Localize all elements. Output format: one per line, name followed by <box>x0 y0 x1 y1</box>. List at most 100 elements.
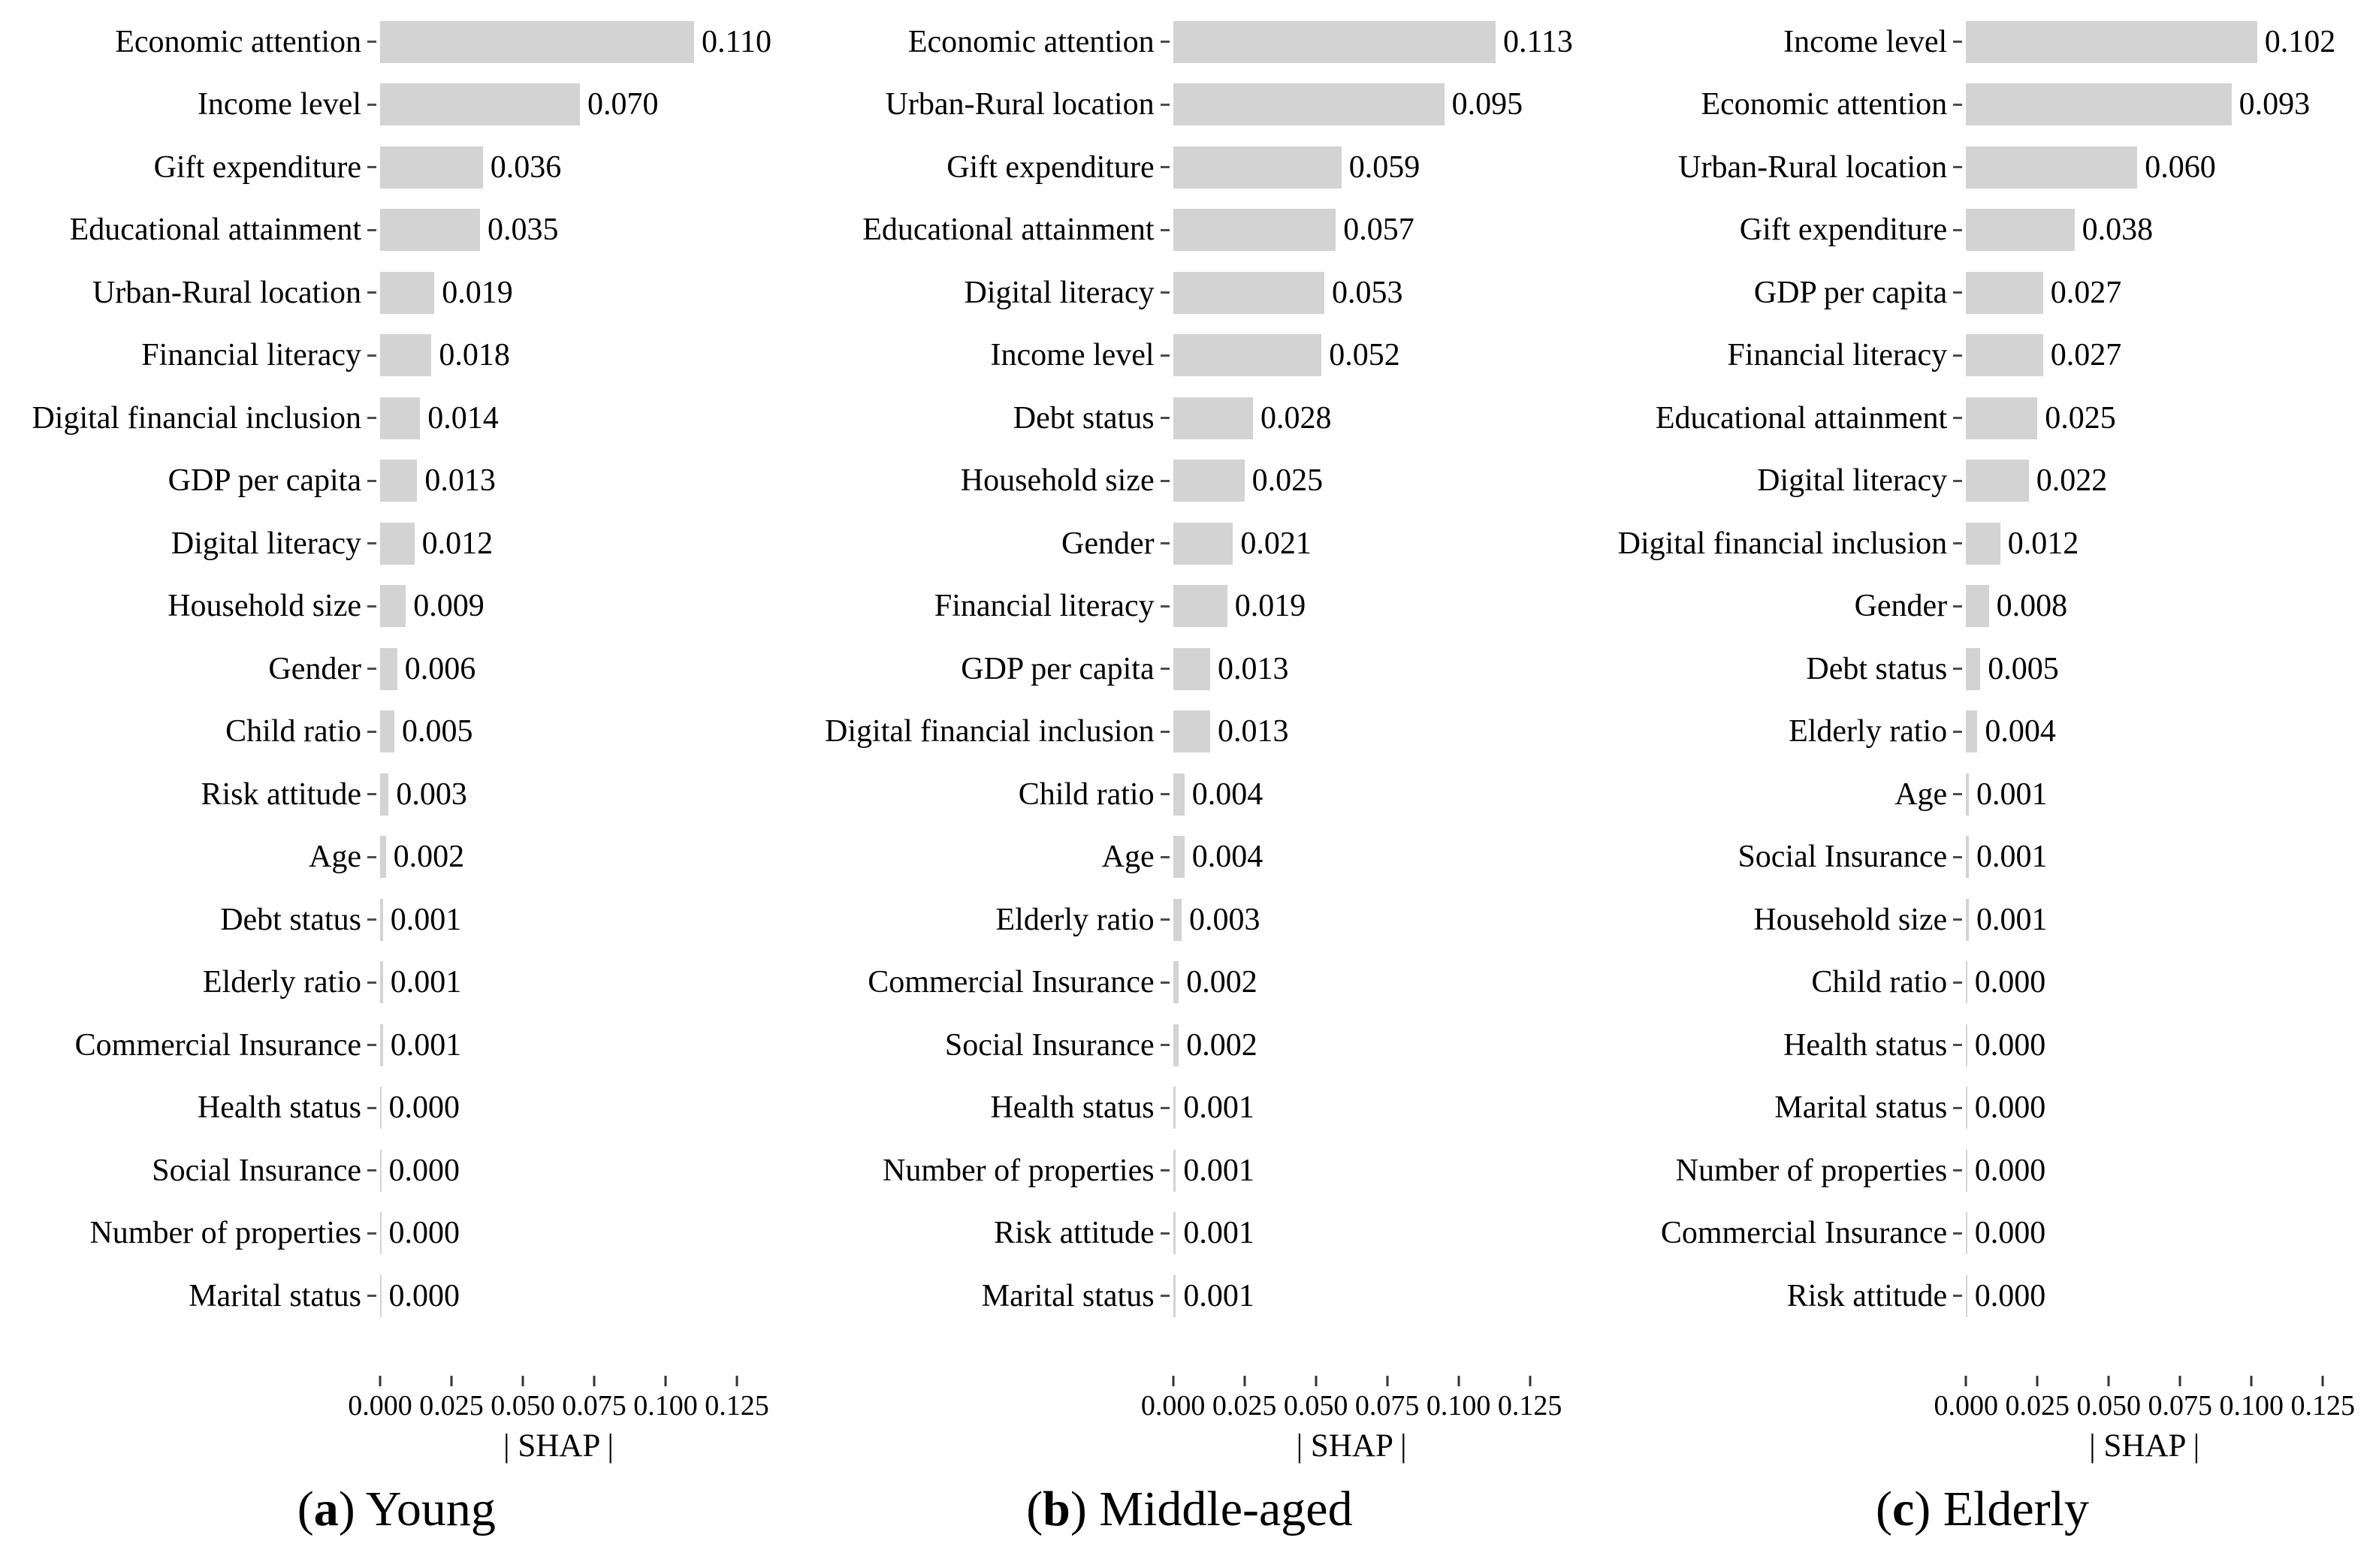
category-label: Digital literacy <box>171 526 361 561</box>
shap-bar <box>1173 1149 1176 1192</box>
y-axis-tick <box>367 103 376 106</box>
shap-bar <box>380 1087 382 1129</box>
x-axis-ticks <box>379 1375 738 1387</box>
bar-track: 0.001 <box>380 898 737 941</box>
shap-bar <box>380 83 580 126</box>
bar-row: Gift expenditure 0.038 <box>1586 199 2379 262</box>
caption-text: Elderly <box>1943 1481 2089 1536</box>
category-label: Household size <box>960 463 1155 499</box>
y-axis-tick <box>1953 1295 1963 1298</box>
y-axis-tick <box>1953 417 1963 420</box>
bar-track: 0.001 <box>1966 898 2323 941</box>
shap-bar <box>380 773 389 816</box>
bar-row: Digital financial inclusion 0.012 <box>1586 512 2379 575</box>
value-label: 0.000 <box>388 1090 460 1126</box>
shap-bar <box>380 522 415 565</box>
bar-track: 0.013 <box>380 460 737 502</box>
y-axis-tick <box>1160 1295 1170 1298</box>
value-label: 0.019 <box>442 275 513 310</box>
axis-tick-label: 0.025 <box>1212 1389 1277 1422</box>
shap-bar <box>1173 898 1182 941</box>
y-axis-tick <box>1160 855 1170 858</box>
bar-row: Urban-Rural location 0.060 <box>1586 136 2379 199</box>
category-label: Risk attitude <box>1786 1278 1948 1313</box>
bar-row: Digital financial inclusion 0.014 <box>0 387 793 450</box>
value-label: 0.113 <box>1502 24 1573 59</box>
category-label: Debt status <box>220 902 361 937</box>
shap-bar <box>1966 522 2000 565</box>
y-axis-tick <box>367 668 376 671</box>
category-label: Digital literacy <box>1757 463 1948 499</box>
bar-row: Health status 0.000 <box>1586 1014 2379 1077</box>
bar-track: 0.012 <box>1966 522 2323 565</box>
y-axis-tick <box>367 1295 376 1298</box>
bar-row: Number of properties 0.000 <box>1586 1139 2379 1202</box>
bar-row: Age 0.001 <box>1586 763 2379 826</box>
value-label: 0.001 <box>390 965 462 1000</box>
bar-row: Social Insurance 0.000 <box>0 1139 793 1202</box>
y-axis-tick <box>1160 228 1170 231</box>
category-label: Risk attitude <box>201 776 362 812</box>
bar-track: 0.057 <box>1173 209 1530 252</box>
y-axis-tick <box>1953 1044 1963 1047</box>
y-axis-tick <box>367 542 376 545</box>
category-label: Gift expenditure <box>1739 213 1948 248</box>
category-label: Digital financial inclusion <box>825 714 1155 749</box>
axis-tick-label: 0.000 <box>1140 1389 1206 1422</box>
shap-bar <box>1966 773 1969 816</box>
bar-row: Educational attainment 0.057 <box>793 199 1587 262</box>
bar-row: Debt status 0.001 <box>0 888 793 951</box>
bar-row: Health status 0.000 <box>0 1077 793 1140</box>
bar-row: Number of properties 0.001 <box>793 1139 1587 1202</box>
y-axis-tick <box>367 793 376 796</box>
y-axis-tick <box>367 605 376 608</box>
bar-track: 0.001 <box>1173 1087 1530 1129</box>
shap-bar <box>1966 1212 1967 1255</box>
value-label: 0.002 <box>393 840 465 875</box>
value-label: 0.025 <box>2045 400 2116 436</box>
axis-tick-label: 0.050 <box>2076 1389 2141 1422</box>
shap-bar <box>1966 647 1981 690</box>
axis-tick <box>664 1375 667 1386</box>
bar-row: Health status 0.001 <box>793 1077 1587 1140</box>
bar-row: Gift expenditure 0.036 <box>0 136 793 199</box>
category-label: Digital literacy <box>964 275 1155 310</box>
bar-track: 0.002 <box>1173 1024 1530 1066</box>
shap-bar <box>1173 836 1185 879</box>
caption-text: Middle-aged <box>1099 1481 1353 1536</box>
caption-paren: ) <box>338 1481 366 1536</box>
shap-bar <box>1966 271 2043 314</box>
bar-track: 0.001 <box>380 961 737 1004</box>
y-axis-tick <box>367 479 376 482</box>
value-label: 0.035 <box>488 213 559 248</box>
shap-bar <box>380 271 435 314</box>
shap-bar <box>1966 1024 1967 1066</box>
bar-row: GDP per capita 0.027 <box>1586 261 2379 324</box>
bar-row: Commercial Insurance 0.002 <box>793 951 1587 1015</box>
bar-row: Financial literacy 0.019 <box>793 575 1587 638</box>
value-label: 0.028 <box>1260 400 1332 436</box>
bar-row: Risk attitude 0.003 <box>0 763 793 826</box>
bar-track: 0.052 <box>1173 334 1530 377</box>
value-label: 0.005 <box>402 714 473 749</box>
x-axis-ticks <box>1172 1375 1532 1387</box>
shap-bar <box>380 20 694 63</box>
bar-row: Risk attitude 0.000 <box>1586 1265 2379 1328</box>
category-label: Economic attention <box>1701 87 1948 122</box>
shap-bar <box>1173 585 1227 628</box>
bar-track: 0.027 <box>1966 334 2323 377</box>
shap-bar <box>1966 460 2029 502</box>
shap-bar <box>1173 961 1179 1004</box>
value-label: 0.000 <box>1974 1278 2046 1313</box>
value-label: 0.005 <box>1988 651 2059 686</box>
shap-bar <box>380 961 383 1004</box>
bar-track: 0.000 <box>380 1274 737 1317</box>
bar-track: 0.001 <box>1173 1274 1530 1317</box>
bar-row: Number of properties 0.000 <box>0 1202 793 1265</box>
value-label: 0.013 <box>1217 714 1289 749</box>
value-label: 0.002 <box>1186 1027 1257 1063</box>
y-axis-tick <box>367 354 376 357</box>
category-label: Health status <box>1783 1027 1948 1063</box>
value-label: 0.000 <box>388 1216 460 1251</box>
value-label: 0.057 <box>1343 213 1414 248</box>
